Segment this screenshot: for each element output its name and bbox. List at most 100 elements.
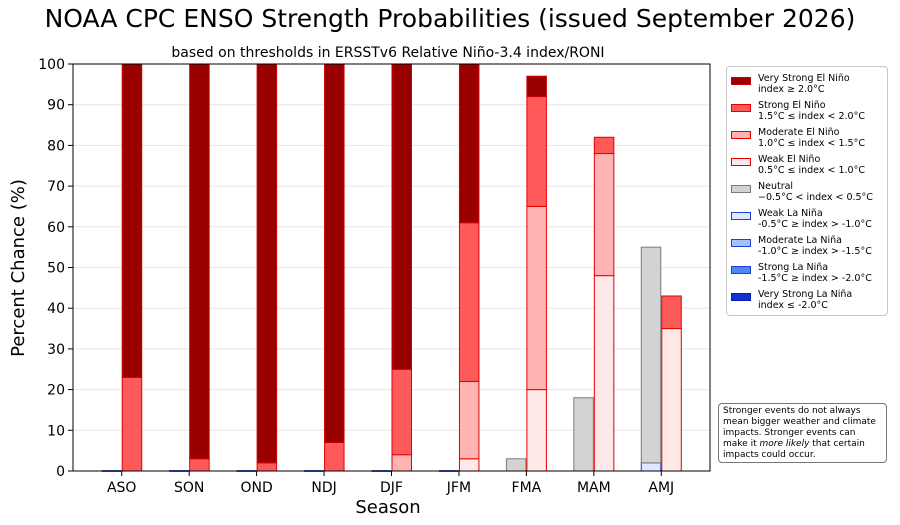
legend-swatch xyxy=(731,239,751,247)
legend-label-name: Very Strong La Niña xyxy=(758,289,853,300)
x-tick-label: OND xyxy=(240,480,272,496)
legend-swatch xyxy=(731,293,751,301)
legend-label-range: 0.5°C ≤ index < 1.0°C xyxy=(758,165,865,176)
legend-swatch xyxy=(731,158,751,166)
legend-label: Weak La Niña -0.5°C ≥ index > -1.0°C xyxy=(758,208,872,230)
bar-segment-moderate-el-ni-o-fma xyxy=(526,205,547,391)
legend-label-range: -1.0°C ≥ index > -1.5°C xyxy=(758,246,872,257)
bar-segment-very-strong-el-ni-o-fma xyxy=(526,75,547,98)
legend-label: Moderate El Niño 1.0°C ≤ index < 1.5°C xyxy=(758,127,865,149)
note-text-start: Stronger events do not always mean bigge… xyxy=(723,406,876,449)
legend-label-name: Neutral xyxy=(758,181,794,192)
y-tick-label: 70 xyxy=(47,179,65,195)
y-tick-label: 20 xyxy=(47,383,65,399)
legend-label: Very Strong El Niño index ≥ 2.0°C xyxy=(758,73,850,95)
legend-label: Neutral −0.5°C < index < 0.5°C xyxy=(758,181,873,203)
bar-segment-weak-la-ni-a-amj xyxy=(640,462,662,472)
bar-segment-strong-el-ni-o-ond xyxy=(256,462,278,472)
legend-swatch xyxy=(731,185,751,193)
legend-label-range: 1.0°C ≤ index < 1.5°C xyxy=(758,138,865,149)
x-tick-label: NDJ xyxy=(311,480,336,496)
plot-frame xyxy=(72,63,711,472)
legend-label: Moderate La Niña -1.0°C ≥ index > -1.5°C xyxy=(758,235,872,257)
bar-segment-strong-el-ni-o-fma xyxy=(526,96,547,207)
legend-item: Very Strong El Niño index ≥ 2.0°C xyxy=(731,73,887,97)
legend-item: Strong El Niño 1.5°C ≤ index < 2.0°C xyxy=(731,100,887,124)
impact-note: Stronger events do not always mean bigge… xyxy=(718,403,887,463)
bar-segment-weak-el-ni-o-amj xyxy=(661,328,682,472)
bar-segment-moderate-el-ni-o-djf xyxy=(391,454,412,472)
legend-label-name: Very Strong El Niño xyxy=(758,73,850,84)
legend-label-name: Moderate La Niña xyxy=(758,235,842,246)
legend-label-range: index ≤ -2.0°C xyxy=(758,300,828,311)
legend-label: Weak El Niño 0.5°C ≤ index < 1.0°C xyxy=(758,154,865,176)
legend: Very Strong El Niño index ≥ 2.0°C Strong E… xyxy=(726,66,888,316)
legend-label-range: index ≥ 2.0°C xyxy=(758,84,825,95)
legend-label-name: Weak La Niña xyxy=(758,208,823,219)
legend-label: Very Strong La Niña index ≤ -2.0°C xyxy=(758,289,852,311)
bar-segment-strong-el-ni-o-jfm xyxy=(458,222,480,382)
bar-segment-very-strong-el-ni-o-ndj xyxy=(324,63,345,444)
bar-segment-neutral-mam xyxy=(573,397,594,472)
legend-item: Very Strong La Niña index ≤ -2.0°C xyxy=(731,289,887,313)
axes xyxy=(68,63,711,476)
legend-item: Moderate La Niña -1.0°C ≥ index > -1.5°C xyxy=(731,235,887,259)
y-tick-label: 40 xyxy=(47,301,65,317)
y-tick-label: 50 xyxy=(47,261,65,277)
legend-label-range: -1.5°C ≥ index > -2.0°C xyxy=(758,273,872,284)
bar-segment-very-strong-el-ni-o-ond xyxy=(256,63,278,464)
bar-segment-weak-el-ni-o-fma xyxy=(526,389,547,472)
bar-segment-weak-el-ni-o-mam xyxy=(593,275,615,472)
legend-label-name: Moderate El Niño xyxy=(758,127,840,138)
bar-segment-moderate-el-ni-o-mam xyxy=(593,153,615,277)
legend-label-name: Strong La Niña xyxy=(758,262,829,273)
legend-label-name: Weak El Niño xyxy=(758,154,821,165)
x-tick-label: FMA xyxy=(512,480,542,496)
legend-swatch xyxy=(731,104,751,112)
bar-segment-neutral-fma xyxy=(505,458,527,472)
legend-swatch xyxy=(731,131,751,139)
x-tick-label: JFM xyxy=(446,480,471,496)
bar-segment-very-strong-el-ni-o-jfm xyxy=(458,63,480,224)
y-tick-label: 10 xyxy=(47,423,65,439)
x-tick-label: AMJ xyxy=(648,480,674,496)
bar-segment-very-strong-el-ni-o-djf xyxy=(391,63,412,370)
y-axis-label: Percent Chance (%) xyxy=(8,179,29,357)
y-tick-label: 60 xyxy=(47,220,65,236)
legend-label-range: -0.5°C ≥ index > -1.0°C xyxy=(758,219,872,230)
y-tick-label: 80 xyxy=(47,138,65,154)
x-axis-label: Season xyxy=(355,497,420,518)
legend-item: Neutral −0.5°C < index < 0.5°C xyxy=(731,181,887,205)
legend-label-name: Strong El Niño xyxy=(758,100,826,111)
bar-segment-strong-el-ni-o-aso xyxy=(121,376,143,472)
note-emphasis: more likely xyxy=(759,439,810,449)
bar-segment-strong-el-ni-o-ndj xyxy=(324,442,345,472)
chart-subtitle: based on thresholds in ERSSTv6 Relative … xyxy=(171,45,604,61)
chart-title: NOAA CPC ENSO Strength Probabilities (is… xyxy=(44,4,856,33)
bar-segment-very-strong-el-ni-o-aso xyxy=(121,63,143,378)
y-tick-label: 90 xyxy=(47,98,65,114)
x-tick-label: SON xyxy=(174,480,204,496)
legend-item: Weak La Niña -0.5°C ≥ index > -1.0°C xyxy=(731,208,887,232)
bar-segment-strong-el-ni-o-amj xyxy=(661,295,682,330)
bar-segment-strong-el-ni-o-son xyxy=(189,458,210,472)
bar-segment-very-strong-el-ni-o-son xyxy=(189,63,210,460)
bar-segment-moderate-el-ni-o-jfm xyxy=(458,380,480,460)
legend-label: Strong La Niña -1.5°C ≥ index > -2.0°C xyxy=(758,262,872,284)
bar-segment-weak-el-ni-o-jfm xyxy=(458,458,480,472)
x-tick-label: ASO xyxy=(107,480,136,496)
y-tick-labels: 0 10 20 30 40 50 60 70 80 90 100 xyxy=(38,57,65,480)
y-tick-label: 0 xyxy=(56,464,65,480)
x-tick-labels: ASO SON OND NDJ DJF JFM FMA MAM AMJ xyxy=(107,480,674,496)
bar-segment-strong-el-ni-o-mam xyxy=(593,136,615,155)
bar-segment-neutral-amj xyxy=(640,246,662,464)
legend-item: Strong La Niña -1.5°C ≥ index > -2.0°C xyxy=(731,262,887,286)
legend-swatch xyxy=(731,266,751,274)
legend-label-range: −0.5°C < index < 0.5°C xyxy=(758,192,873,203)
legend-swatch xyxy=(731,212,751,220)
legend-label-range: 1.5°C ≤ index < 2.0°C xyxy=(758,111,865,122)
legend-item: Weak El Niño 0.5°C ≤ index < 1.0°C xyxy=(731,154,887,178)
x-tick-label: MAM xyxy=(577,480,611,496)
bar-segment-strong-el-ni-o-djf xyxy=(391,368,412,456)
